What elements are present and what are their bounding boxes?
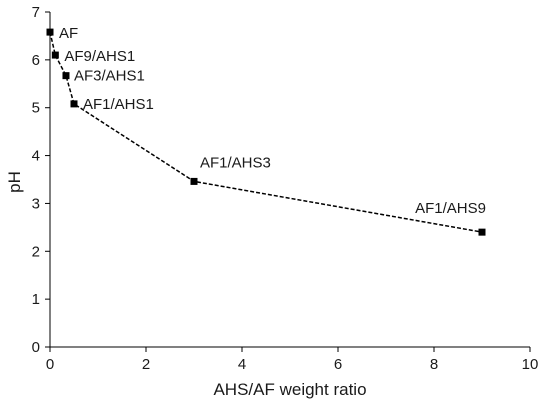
- y-tick-label: 2: [32, 243, 40, 260]
- x-tick-label: 8: [430, 356, 438, 373]
- x-tick-label: 2: [142, 356, 150, 373]
- tick-labels: 0 2 4 6 8 10 0 1 2 3 4 5 6 7: [32, 4, 539, 373]
- point-label: AF1/AHS9: [415, 200, 486, 217]
- x-tick-label: 10: [522, 356, 539, 373]
- series-line: [49, 31, 483, 233]
- y-tick-label: 5: [32, 100, 40, 117]
- y-tick-label: 7: [32, 4, 40, 21]
- data-point: [46, 28, 54, 36]
- x-tick-label: 6: [334, 356, 342, 373]
- series-line-layer: [49, 31, 483, 233]
- data-points: [46, 28, 486, 236]
- y-axis-title: pH: [5, 171, 24, 193]
- axes: [45, 11, 531, 352]
- y-tick-label: 4: [32, 148, 40, 165]
- data-point: [190, 177, 198, 185]
- point-label: AF: [59, 25, 78, 42]
- y-tick-label: 1: [32, 291, 40, 308]
- x-tick-label: 4: [238, 356, 246, 373]
- data-point: [70, 100, 78, 108]
- y-tick-label: 6: [32, 52, 40, 69]
- data-point: [51, 51, 59, 59]
- point-label: AF3/AHS1: [74, 68, 145, 85]
- x-tick-label: 0: [46, 356, 54, 373]
- point-labels: AF AF9/AHS1 AF3/AHS1 AF1/AHS1 AF1/AHS3 AF1/AH…: [59, 25, 486, 217]
- data-point: [62, 72, 70, 80]
- point-label: AF1/AHS3: [200, 154, 271, 171]
- x-axis-title: AHS/AF weight ratio: [213, 380, 366, 399]
- y-tick-label: 0: [32, 339, 40, 356]
- data-point: [478, 228, 486, 236]
- y-tick-label: 3: [32, 195, 40, 212]
- point-label: AF9/AHS1: [64, 48, 135, 65]
- point-label: AF1/AHS1: [83, 96, 154, 113]
